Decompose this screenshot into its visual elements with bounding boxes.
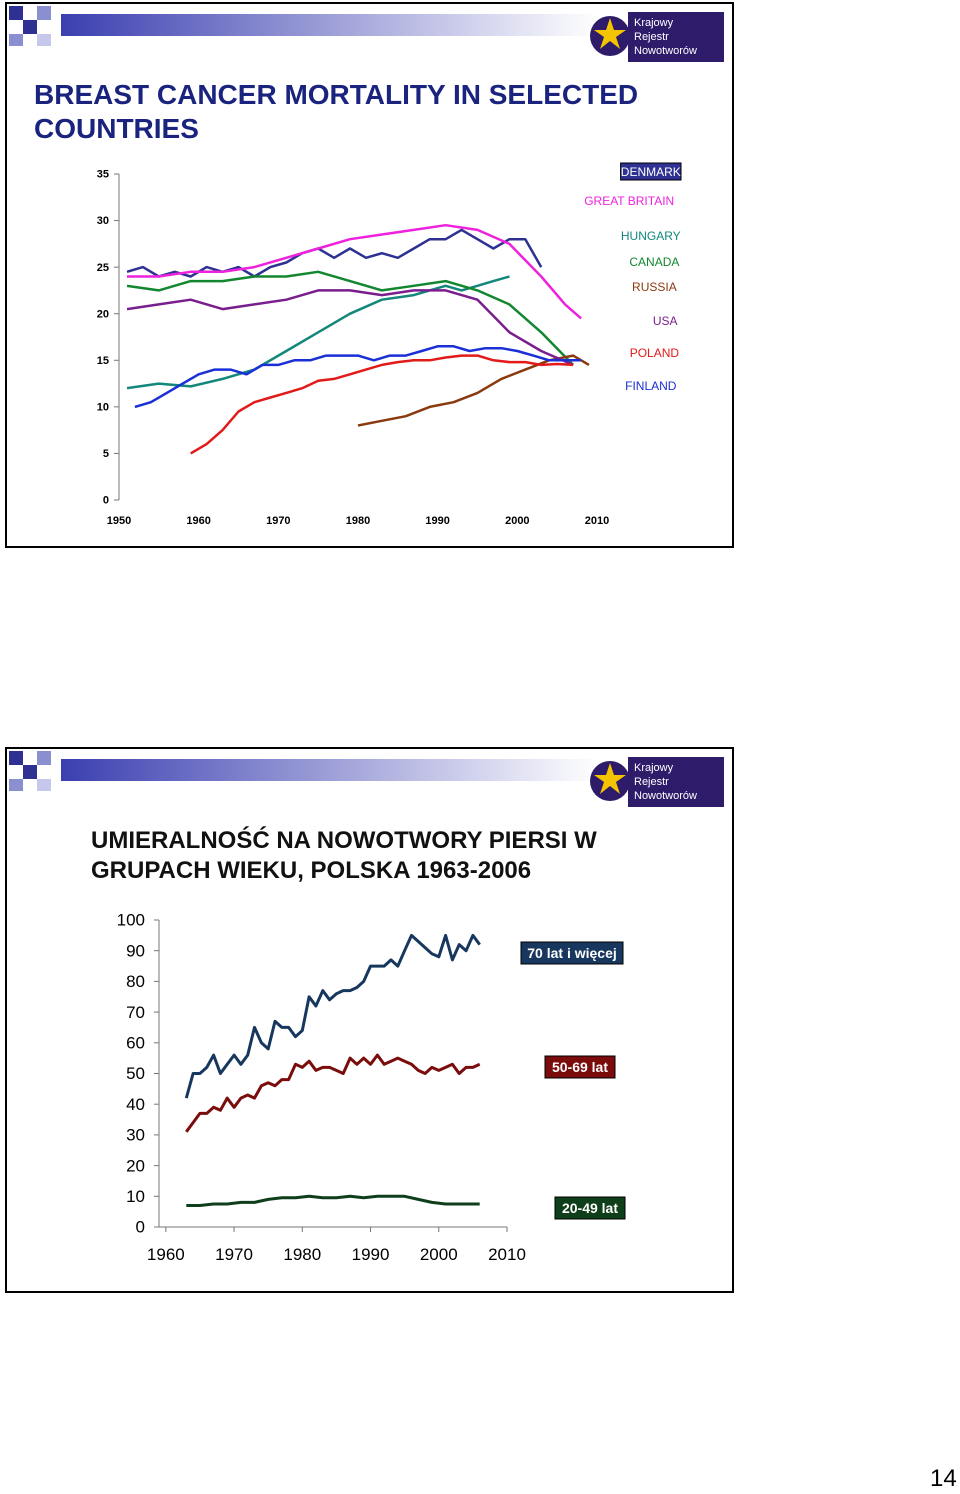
series-line-hungary [126,275,510,390]
legend-item: 20-49 lat [554,1196,626,1220]
x-tick-label: 2010 [585,515,609,527]
y-tick-label: 0 [136,1218,145,1237]
page-number: 14 [930,1465,957,1492]
y-tick-label: 50 [126,1064,145,1083]
slide-header-banner [9,6,599,46]
svg-text:Rejestr: Rejestr [634,31,669,43]
axes: 0 10 20 30 40 50 60 70 80 90 100 1960 1970 1980 1990 20… [117,911,526,1264]
x-tick-label: 1970 [266,515,290,527]
legend-item: FINLAND [620,377,681,394]
y-tick-label: 15 [97,355,109,367]
series-line-70-lat-i-więcej [184,933,481,1099]
legend-box [544,1055,616,1079]
krajowy-rejestr-logo: Krajowy Rejestr Nowotworów [588,6,728,66]
series-line-poland [190,354,574,455]
legend-label: CANADA [629,255,679,269]
y-tick-label: 70 [126,1003,145,1022]
series-line-20-49-lat [186,1194,480,1207]
y-tick-label: 10 [97,402,109,414]
x-tick-label: 1960 [147,1245,185,1264]
series-line-finland [134,345,582,409]
series-line-denmark [126,228,543,278]
x-tick-label: 2000 [420,1245,458,1264]
y-tick-label: 5 [103,448,109,460]
legend-label: GREAT BRITAIN [584,194,674,208]
svg-text:Nowotworów: Nowotworów [634,790,697,802]
x-tick-label: 1980 [346,515,370,527]
krajowy-rejestr-logo: Krajowy Rejestr Nowotworów [588,751,728,811]
legend-label: HUNGARY [621,229,681,243]
legend-box [520,941,624,965]
x-tick-label: 1980 [283,1245,321,1264]
y-tick-label: 30 [97,215,109,227]
slide-age-group-mortality: Krajowy Rejestr Nowotworów UMIERALNOŚĆ N… [5,747,734,1293]
y-tick-label: 60 [126,1033,145,1052]
y-tick-label: 20 [97,308,109,320]
y-tick-label: 20 [126,1156,145,1175]
y-tick-label: 100 [117,911,145,930]
legend-item: RUSSIA [627,278,681,295]
y-tick-label: 25 [97,262,109,274]
x-tick-label: 1960 [186,515,210,527]
legend-item: GREAT BRITAIN [577,192,681,209]
age-group-mortality-line-chart: 0 10 20 30 40 50 60 70 80 90 100 1960 1970 1980 1990 20… [117,911,626,1264]
legend-label: USA [653,314,678,328]
series-line-great-britain [127,223,582,320]
legend-label: 70 lat i więcej [527,945,617,961]
series-line-usa [126,289,574,367]
svg-text:Rejestr: Rejestr [634,776,669,788]
legend-item: 50-69 lat [544,1055,616,1079]
x-tick-label: 2010 [488,1245,526,1264]
slide-breast-cancer-mortality: Krajowy Rejestr Nowotworów BREAST CANCER… [5,2,734,548]
svg-text:Krajowy: Krajowy [634,762,674,774]
legend-box [554,1196,626,1220]
legend-item: DENMARK [620,162,682,181]
slide-title: UMIERALNOŚĆ NA NOWOTWORY PIERSI W GRUPAC… [91,827,597,884]
legend-box [627,344,681,361]
legend-item: 70 lat i więcej [520,941,624,965]
legend-box [620,377,681,394]
legend-label: 50-69 lat [552,1059,608,1075]
legend-item: HUNGARY [620,227,681,244]
y-tick-label: 35 [97,169,109,181]
legend-label: RUSSIA [632,280,677,294]
legend-box [649,312,681,329]
slide-title: BREAST CANCER MORTALITY IN SELECTED COUN… [34,79,639,144]
legend-box [620,162,682,181]
legend-item: USA [649,312,681,329]
country-mortality-line-chart: 0 5 10 15 20 25 30 35 1950 1960 1970 1980 1990 2000 20… [97,162,682,527]
series-line-russia [357,354,590,427]
series-line-canada [126,270,574,366]
legend-box [620,227,681,244]
legend-item: POLAND [627,344,681,361]
legend-box [627,278,681,295]
y-tick-label: 30 [126,1126,145,1145]
legend-label: POLAND [630,346,680,360]
legend-label: 20-49 lat [562,1200,618,1216]
series-line-50-69-lat [185,1053,481,1133]
y-tick-label: 10 [126,1187,145,1206]
x-tick-label: 2000 [505,515,529,527]
slide-header-banner [9,751,599,791]
legend-item: CANADA [627,253,681,270]
y-tick-label: 80 [126,972,145,991]
legend-label: DENMARK [621,165,681,179]
x-tick-label: 1950 [107,515,131,527]
y-tick-label: 0 [103,495,109,507]
legend-label: FINLAND [625,379,677,393]
x-tick-label: 1990 [352,1245,390,1264]
y-tick-label: 90 [126,941,145,960]
svg-text:Krajowy: Krajowy [634,17,674,29]
y-tick-label: 40 [126,1095,145,1114]
svg-text:Nowotworów: Nowotworów [634,45,697,57]
axes: 0 5 10 15 20 25 30 35 1950 1960 1970 1980 1990 2000 20… [97,169,609,527]
legend-box [627,253,681,270]
legend-box [577,192,681,209]
x-tick-label: 1990 [425,515,449,527]
x-tick-label: 1970 [215,1245,253,1264]
